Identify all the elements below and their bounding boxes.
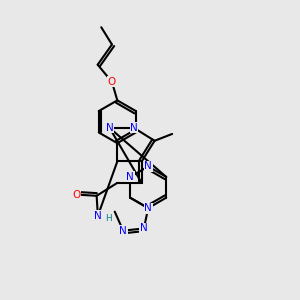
Text: H: H [106, 214, 112, 223]
Text: N: N [144, 161, 152, 172]
Text: N: N [106, 123, 113, 133]
Text: N: N [126, 172, 134, 182]
Text: N: N [94, 211, 102, 221]
Text: N: N [130, 123, 138, 133]
Text: N: N [119, 226, 127, 236]
Text: O: O [73, 190, 81, 200]
Text: O: O [108, 77, 116, 87]
Text: N: N [140, 224, 148, 233]
Text: N: N [144, 203, 152, 213]
